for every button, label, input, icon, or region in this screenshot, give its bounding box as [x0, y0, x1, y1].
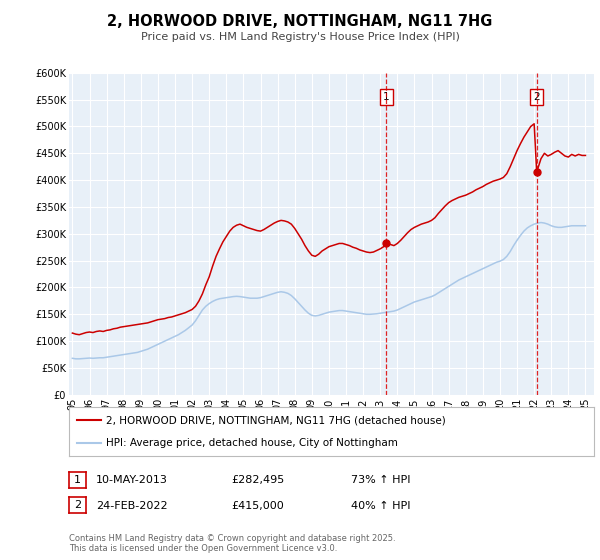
Text: £282,495: £282,495: [231, 475, 284, 486]
Text: 2: 2: [74, 500, 81, 510]
Text: 10-MAY-2013: 10-MAY-2013: [96, 475, 168, 486]
Text: Price paid vs. HM Land Registry's House Price Index (HPI): Price paid vs. HM Land Registry's House …: [140, 32, 460, 43]
Text: 73% ↑ HPI: 73% ↑ HPI: [351, 475, 410, 486]
Text: 24-FEB-2022: 24-FEB-2022: [96, 501, 167, 511]
Text: 1: 1: [383, 92, 390, 102]
Text: HPI: Average price, detached house, City of Nottingham: HPI: Average price, detached house, City…: [106, 438, 398, 448]
Text: Contains HM Land Registry data © Crown copyright and database right 2025.
This d: Contains HM Land Registry data © Crown c…: [69, 534, 395, 553]
Text: 2: 2: [533, 92, 540, 102]
Text: £415,000: £415,000: [231, 501, 284, 511]
Text: 40% ↑ HPI: 40% ↑ HPI: [351, 501, 410, 511]
Text: 1: 1: [74, 475, 81, 485]
Text: 2, HORWOOD DRIVE, NOTTINGHAM, NG11 7HG: 2, HORWOOD DRIVE, NOTTINGHAM, NG11 7HG: [107, 14, 493, 29]
Text: 2, HORWOOD DRIVE, NOTTINGHAM, NG11 7HG (detached house): 2, HORWOOD DRIVE, NOTTINGHAM, NG11 7HG (…: [106, 416, 445, 426]
